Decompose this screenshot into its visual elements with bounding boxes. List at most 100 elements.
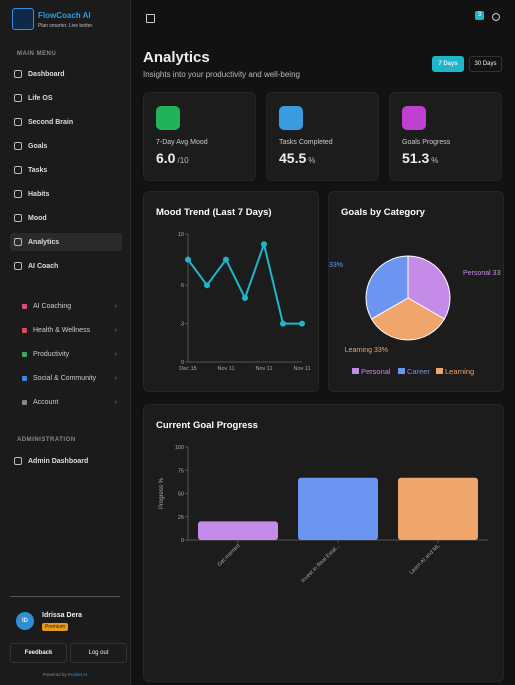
point [299, 320, 305, 327]
footer-text: Powered by [42, 672, 67, 677]
section-label: MAIN MENU [17, 51, 57, 57]
nav-item[interactable]: Analytics [10, 233, 122, 251]
stat-card: Goals Progress 51.3% [389, 92, 502, 181]
x-tick-label: Dec 15 [179, 366, 196, 372]
legend-label: Learning [445, 367, 474, 376]
stat-label: 7-Day Avg Mood [156, 139, 208, 146]
logo [12, 8, 34, 30]
bar [198, 521, 278, 540]
nav-text: AI Coach [28, 262, 59, 270]
notification-badge[interactable]: 3 [475, 11, 484, 20]
stat-card: 7-Day Avg Mood 6.0/10 [143, 92, 256, 181]
nav-group[interactable]: AI Coaching › [22, 303, 117, 310]
chevron: › [114, 327, 117, 334]
stat-card: Tasks Completed 45.5% [266, 92, 379, 181]
nav-group[interactable]: Health & Wellness › [22, 327, 117, 334]
y-tick-label: 0 [181, 538, 184, 544]
y-tick-label: 75 [178, 468, 184, 474]
nav-icon [14, 238, 22, 246]
theme-toggle[interactable] [492, 13, 500, 21]
y-axis-label: Progress % [159, 477, 165, 509]
range-button[interactable]: 7 Days [432, 56, 464, 72]
data-label: Learning 33% [345, 347, 388, 354]
nav-text: Life OS [28, 94, 53, 102]
nav-text: Tasks [28, 166, 48, 174]
y-tick-label: 0 [181, 360, 184, 366]
stat-value: 6.0/10 [156, 150, 189, 168]
group-icon [22, 352, 27, 357]
legend-label: Career [407, 367, 430, 376]
feedback-button[interactable]: Feedback [10, 643, 67, 663]
chevron: › [114, 399, 117, 406]
bar [398, 477, 478, 540]
nav-item[interactable]: Habits [10, 185, 122, 203]
logout-button[interactable]: Log out [70, 643, 127, 663]
stat-unit: % [308, 156, 316, 165]
label-value: 33% [374, 347, 388, 354]
group-text: Productivity [33, 351, 70, 358]
group-label: Account [22, 399, 58, 406]
nav-item[interactable]: AI Coach [10, 257, 122, 275]
legend-label: Personal [361, 367, 391, 376]
nav-item[interactable]: Mood [10, 209, 122, 227]
data-label: Career 33% [306, 262, 343, 269]
range-button[interactable]: 30 Days [469, 56, 502, 72]
nav-item[interactable]: Life OS [10, 89, 122, 107]
sidebar-toggle[interactable] [146, 14, 155, 23]
card-title: Goals by Category [341, 207, 425, 218]
nav-item[interactable]: Admin Dashboard [10, 452, 122, 470]
nav-item[interactable]: Goals [10, 137, 122, 155]
nav-text: Admin Dashboard [28, 457, 89, 465]
nav-icon [14, 262, 22, 270]
nav-group[interactable]: Account › [22, 399, 117, 406]
data-label: Personal 33% [463, 270, 507, 277]
nav-item[interactable]: Dashboard [10, 65, 122, 83]
label-name: Career [306, 262, 328, 269]
tagline: Plan smarter. Live better. [38, 23, 94, 29]
card-title: Current Goal Progress [156, 420, 258, 431]
y-tick-label: 50 [178, 492, 184, 498]
nav-icon [14, 94, 22, 102]
nav-text: Dashboard [28, 70, 65, 78]
nav-icon [14, 70, 22, 78]
nav-group[interactable]: Social & Community › [22, 375, 117, 382]
footer: Powered by Rocket AI [0, 672, 130, 677]
nav-icon [14, 190, 22, 198]
stat-value: 51.3% [402, 150, 438, 168]
point [185, 256, 191, 263]
sidebar: FlowCoach AI Plan smarter. Live better. … [0, 0, 131, 685]
group-text: AI Coaching [33, 303, 72, 310]
nav-item[interactable]: Second Brain [10, 113, 122, 131]
nav-text: Analytics [28, 238, 60, 246]
point [204, 282, 210, 289]
legend-swatch [436, 368, 443, 374]
nav-icon [14, 214, 22, 222]
footer-link[interactable]: Rocket AI [67, 672, 88, 677]
y-tick-label: 25 [178, 515, 184, 521]
group-icon [22, 400, 27, 405]
legend-swatch [352, 368, 359, 374]
group-label: AI Coaching [22, 303, 71, 310]
x-tick-label: Nov 11 [217, 366, 234, 372]
nav-text: Mood [28, 214, 47, 222]
nav-group[interactable]: Productivity › [22, 351, 117, 358]
stat-label: Goals Progress [402, 139, 451, 146]
avatar: ID [16, 612, 34, 630]
label-value: 33% [329, 262, 343, 269]
pie: Personal 33%Career 33%Learning 33% [306, 255, 507, 354]
nav-text: Second Brain [28, 118, 74, 126]
group-icon [22, 376, 27, 381]
group-label: Health & Wellness [22, 327, 90, 334]
slice [407, 255, 451, 320]
brand: FlowCoach AI [38, 11, 91, 20]
x-tick-label: Invest in Real Estat... [300, 543, 341, 584]
group-icon [22, 304, 27, 309]
stat-unit: % [431, 156, 439, 165]
nav-item[interactable]: Tasks [10, 161, 122, 179]
point [280, 320, 286, 327]
bar [298, 477, 378, 540]
stat-icon [156, 106, 180, 130]
chevron: › [114, 303, 117, 310]
